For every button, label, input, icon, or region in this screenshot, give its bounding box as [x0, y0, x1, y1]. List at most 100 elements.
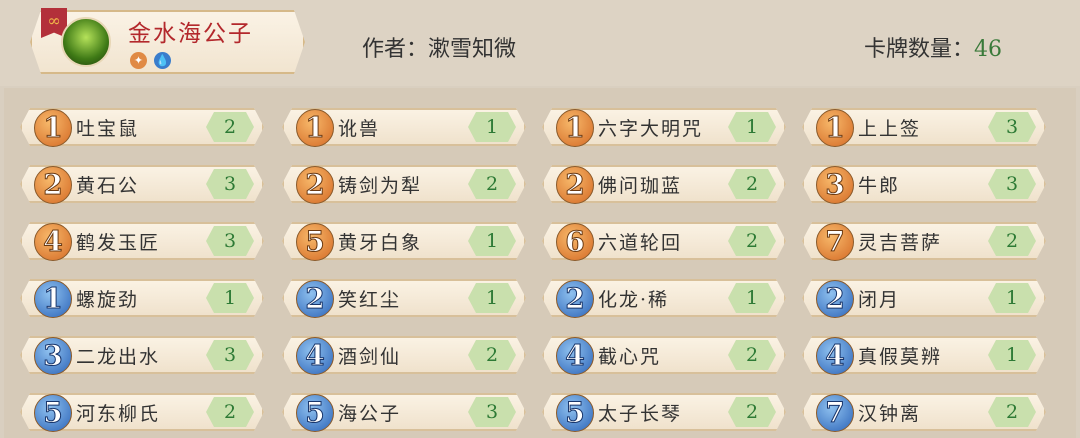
card-item[interactable]: 1 讹兽 1 — [282, 108, 526, 147]
header: ∞ 金水海公子 ✦ 💧 作者：漱雪知微 卡牌数量：46 — [0, 0, 1080, 86]
card-item[interactable]: 2 黄石公 3 — [20, 165, 264, 204]
card-name: 黄牙白象 — [338, 232, 423, 254]
cost-badge: 7 — [816, 394, 854, 432]
card-name: 二龙出水 — [76, 346, 161, 368]
cost-badge: 3 — [34, 337, 72, 375]
card-item[interactable]: 4 鹤发玉匠 3 — [20, 222, 264, 261]
card-count-value: 46 — [974, 37, 1003, 62]
card-name: 六道轮回 — [598, 232, 683, 254]
card-name: 铸剑为犁 — [338, 175, 423, 197]
card-item[interactable]: 1 六字大明咒 1 — [542, 108, 786, 147]
card-quantity: 3 — [206, 226, 254, 256]
card-quantity: 3 — [988, 169, 1036, 199]
cost-badge: 2 — [296, 280, 334, 318]
cost-badge: 6 — [556, 223, 594, 261]
card-item[interactable]: 2 铸剑为犁 2 — [282, 165, 526, 204]
cost-badge: 1 — [34, 280, 72, 318]
card-name: 吐宝鼠 — [76, 118, 140, 140]
card-item[interactable]: 5 海公子 3 — [282, 393, 526, 432]
cost-badge: 4 — [34, 223, 72, 261]
card-item[interactable]: 2 闭月 1 — [802, 279, 1046, 318]
card-quantity: 3 — [206, 169, 254, 199]
card-name: 真假莫辨 — [858, 346, 943, 368]
card-item[interactable]: 7 汉钟离 2 — [802, 393, 1046, 432]
card-quantity: 1 — [468, 226, 516, 256]
cost-badge: 5 — [296, 394, 334, 432]
deck-name: 金水海公子 — [128, 21, 253, 47]
cost-badge: 4 — [556, 337, 594, 375]
cost-badge: 1 — [296, 109, 334, 147]
card-item[interactable]: 4 酒剑仙 2 — [282, 336, 526, 375]
card-quantity: 2 — [468, 340, 516, 370]
cost-badge: 3 — [816, 166, 854, 204]
card-quantity: 1 — [728, 112, 776, 142]
card-name: 灵吉菩萨 — [858, 232, 943, 254]
card-quantity: 1 — [988, 283, 1036, 313]
card-item[interactable]: 1 螺旋劲 1 — [20, 279, 264, 318]
card-item[interactable]: 6 六道轮回 2 — [542, 222, 786, 261]
card-name: 汉钟离 — [858, 403, 922, 425]
card-name: 化龙·稀 — [598, 289, 670, 311]
card-name: 螺旋劲 — [76, 289, 140, 311]
card-quantity: 2 — [468, 169, 516, 199]
card-name: 酒剑仙 — [338, 346, 402, 368]
card-item[interactable]: 1 上上签 3 — [802, 108, 1046, 147]
card-item[interactable]: 5 黄牙白象 1 — [282, 222, 526, 261]
card-name: 太子长琴 — [598, 403, 683, 425]
card-item[interactable]: 2 化龙·稀 1 — [542, 279, 786, 318]
cost-badge: 1 — [34, 109, 72, 147]
card-name: 笑红尘 — [338, 289, 402, 311]
card-quantity: 1 — [728, 283, 776, 313]
card-name: 黄石公 — [76, 175, 140, 197]
cost-badge: 5 — [556, 394, 594, 432]
card-item[interactable]: 1 吐宝鼠 2 — [20, 108, 264, 147]
card-quantity: 2 — [988, 226, 1036, 256]
water-element-icon: 💧 — [154, 52, 171, 69]
cost-badge: 2 — [816, 280, 854, 318]
card-quantity: 2 — [206, 397, 254, 427]
card-quantity: 3 — [988, 112, 1036, 142]
card-item[interactable]: 4 截心咒 2 — [542, 336, 786, 375]
card-name: 闭月 — [858, 289, 901, 311]
hero-avatar — [61, 17, 111, 67]
card-quantity: 3 — [468, 397, 516, 427]
cost-badge: 5 — [296, 223, 334, 261]
card-quantity: 1 — [206, 283, 254, 313]
card-item[interactable]: 2 笑红尘 1 — [282, 279, 526, 318]
cost-badge: 7 — [816, 223, 854, 261]
cost-badge: 5 — [34, 394, 72, 432]
cost-badge: 1 — [556, 109, 594, 147]
cost-badge: 2 — [34, 166, 72, 204]
card-item[interactable]: 2 佛问珈蓝 2 — [542, 165, 786, 204]
cost-badge: 2 — [556, 166, 594, 204]
cost-badge: 2 — [556, 280, 594, 318]
cost-badge: 4 — [816, 337, 854, 375]
fire-element-icon: ✦ — [130, 52, 147, 69]
card-quantity: 2 — [728, 169, 776, 199]
card-quantity: 2 — [206, 112, 254, 142]
author: 作者：漱雪知微 — [362, 37, 517, 62]
card-name: 河东柳氏 — [76, 403, 161, 425]
card-item[interactable]: 3 二龙出水 3 — [20, 336, 264, 375]
card-name: 讹兽 — [338, 118, 381, 140]
card-list — [4, 88, 1076, 438]
card-name: 海公子 — [338, 403, 402, 425]
card-count: 卡牌数量：46 — [864, 31, 1002, 63]
card-quantity: 1 — [468, 112, 516, 142]
card-quantity: 2 — [728, 397, 776, 427]
card-name: 鹤发玉匠 — [76, 232, 161, 254]
card-item[interactable]: 3 牛郎 3 — [802, 165, 1046, 204]
card-item[interactable]: 7 灵吉菩萨 2 — [802, 222, 1046, 261]
card-item[interactable]: 5 太子长琴 2 — [542, 393, 786, 432]
cost-badge: 2 — [296, 166, 334, 204]
card-count-label: 卡牌数量： — [864, 37, 975, 62]
card-quantity: 2 — [728, 340, 776, 370]
card-item[interactable]: 4 真假莫辨 1 — [802, 336, 1046, 375]
card-name: 上上签 — [858, 118, 922, 140]
card-name: 截心咒 — [598, 346, 662, 368]
card-name: 佛问珈蓝 — [598, 175, 683, 197]
card-item[interactable]: 5 河东柳氏 2 — [20, 393, 264, 432]
cost-badge: 1 — [816, 109, 854, 147]
card-quantity: 3 — [206, 340, 254, 370]
card-quantity: 1 — [988, 340, 1036, 370]
